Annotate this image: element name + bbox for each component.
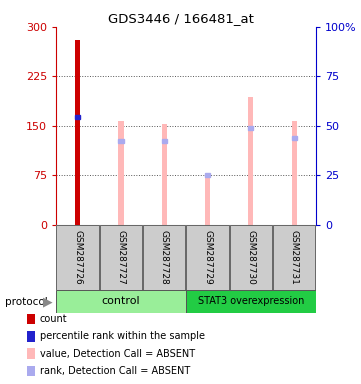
Bar xyxy=(118,139,123,143)
Bar xyxy=(248,98,253,225)
Bar xyxy=(100,225,142,290)
Bar xyxy=(75,40,80,225)
Text: STAT3 overexpression: STAT3 overexpression xyxy=(198,296,304,306)
Text: GSM287726: GSM287726 xyxy=(73,230,82,285)
Bar xyxy=(75,115,80,119)
Bar xyxy=(205,173,210,225)
Text: GSM287730: GSM287730 xyxy=(247,230,255,285)
Text: protocol: protocol xyxy=(5,297,48,307)
Bar xyxy=(230,225,272,290)
Text: GSM287728: GSM287728 xyxy=(160,230,169,285)
Bar xyxy=(118,121,123,225)
Bar xyxy=(205,173,210,177)
Text: rank, Detection Call = ABSENT: rank, Detection Call = ABSENT xyxy=(40,366,190,376)
Bar xyxy=(292,121,297,225)
Text: count: count xyxy=(40,314,68,324)
Text: GSM287727: GSM287727 xyxy=(117,230,125,285)
Text: GSM287729: GSM287729 xyxy=(203,230,212,285)
Bar xyxy=(186,290,316,313)
Text: value, Detection Call = ABSENT: value, Detection Call = ABSENT xyxy=(40,349,195,359)
Bar xyxy=(292,136,297,140)
Bar xyxy=(186,225,229,290)
Text: GSM287731: GSM287731 xyxy=(290,230,299,285)
Bar xyxy=(162,124,167,225)
Bar xyxy=(248,126,253,130)
Bar xyxy=(56,225,99,290)
Bar xyxy=(162,139,167,143)
Text: GDS3446 / 166481_at: GDS3446 / 166481_at xyxy=(108,12,253,25)
Text: percentile rank within the sample: percentile rank within the sample xyxy=(40,331,205,341)
Bar xyxy=(56,290,186,313)
Text: ▶: ▶ xyxy=(43,296,52,309)
Bar xyxy=(273,225,316,290)
Text: control: control xyxy=(102,296,140,306)
Bar xyxy=(143,225,186,290)
